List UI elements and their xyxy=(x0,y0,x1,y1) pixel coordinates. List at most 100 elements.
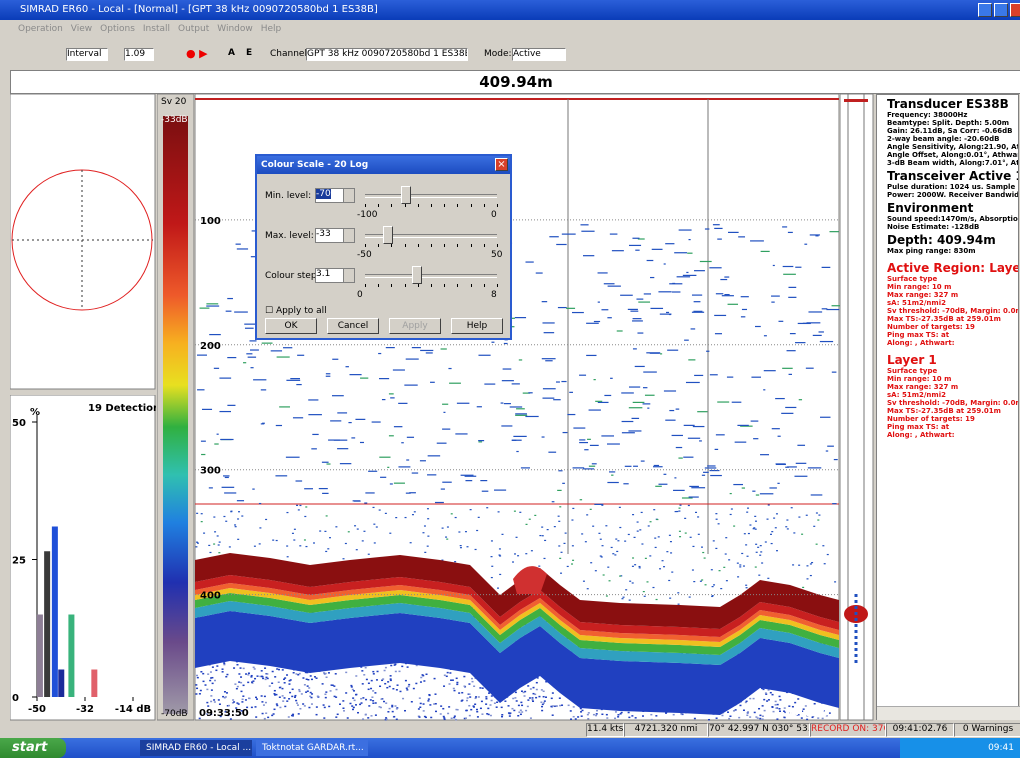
echo-target xyxy=(689,596,691,597)
seabed-noise xyxy=(202,673,204,675)
echo-target xyxy=(785,526,787,527)
close[interactable] xyxy=(1010,3,1020,17)
echo-target xyxy=(607,567,609,568)
echo-target xyxy=(572,312,584,313)
echo-target xyxy=(218,552,220,553)
field-input[interactable]: -70 xyxy=(315,188,345,203)
dialog-title: Colour Scale - 20 Log xyxy=(261,160,368,170)
echo-target xyxy=(718,523,720,524)
dialog-close[interactable]: × xyxy=(495,158,508,171)
echo-target xyxy=(587,439,591,440)
maximize[interactable] xyxy=(994,3,1008,17)
echo-target xyxy=(237,518,239,519)
echo-target xyxy=(365,492,374,493)
echo-target xyxy=(648,525,650,526)
echo-target xyxy=(768,504,770,505)
echo-target xyxy=(206,305,219,306)
task-button[interactable]: SIMRAD ER60 - Local ... xyxy=(140,740,252,756)
dialog-button[interactable]: OK xyxy=(265,318,317,334)
echo-target xyxy=(277,356,290,357)
echo-target xyxy=(607,482,618,483)
menu-item[interactable]: Help xyxy=(261,24,282,34)
start-button[interactable]: start xyxy=(0,738,66,758)
field-input[interactable]: -33 xyxy=(315,228,345,243)
seabed-noise xyxy=(253,667,255,669)
echo-target xyxy=(390,483,393,484)
record-button[interactable]: ● ▶ xyxy=(186,47,208,60)
echo-target xyxy=(772,428,780,429)
seabed-noise xyxy=(337,714,339,716)
dialog-button[interactable]: Help xyxy=(451,318,503,334)
echo-target xyxy=(583,581,585,582)
echo-target xyxy=(325,551,327,552)
echo-target xyxy=(563,543,565,544)
button-a[interactable]: A xyxy=(228,48,235,58)
echo-target xyxy=(559,558,561,559)
seabed-noise xyxy=(264,718,266,720)
slider-thumb[interactable] xyxy=(401,186,411,204)
echo-target xyxy=(715,548,717,549)
echo-target xyxy=(491,540,493,541)
interval-select[interactable]: Interval xyxy=(66,48,108,61)
slider-thumb[interactable] xyxy=(383,226,393,244)
echo-target xyxy=(542,358,556,359)
echo-target xyxy=(770,534,772,535)
histogram-bar xyxy=(58,670,64,698)
menu-item[interactable]: Output xyxy=(178,24,209,34)
apply-all[interactable]: ☐ Apply to all xyxy=(265,306,327,316)
echo-target xyxy=(773,265,775,266)
minimize[interactable] xyxy=(978,3,992,17)
info-line: 2-way beam angle: -20.60dB xyxy=(887,135,1018,143)
interval-value[interactable]: 1.09 xyxy=(124,48,154,61)
seabed-noise xyxy=(296,702,298,704)
dialog-button[interactable]: Cancel xyxy=(327,318,379,334)
echo-target xyxy=(679,508,681,509)
seabed-noise xyxy=(514,697,516,699)
seabed-noise xyxy=(446,676,448,678)
seabed-noise xyxy=(753,698,755,700)
seabed-noise xyxy=(251,681,253,683)
echo-target xyxy=(691,487,705,488)
echo-target xyxy=(209,552,211,553)
seabed-noise xyxy=(749,716,751,718)
echo-target xyxy=(755,529,757,530)
echo-target xyxy=(428,455,441,456)
echo-target xyxy=(705,228,709,229)
echo-target xyxy=(741,553,743,554)
echo-target xyxy=(741,316,745,317)
echo-target xyxy=(755,521,757,522)
menu-item[interactable]: Operation xyxy=(18,24,63,34)
dialog-button[interactable]: Apply xyxy=(389,318,441,334)
echo-target xyxy=(435,502,444,503)
slider-thumb[interactable] xyxy=(412,266,422,284)
colour-bar: Sv 20 -33dB -70dB xyxy=(157,94,195,721)
seabed-noise xyxy=(418,708,420,710)
button-e[interactable]: E xyxy=(246,48,252,58)
seabed-noise xyxy=(511,708,513,710)
scrollbar[interactable] xyxy=(877,706,1020,720)
menu-item[interactable]: Install xyxy=(143,24,170,34)
echo-target xyxy=(376,526,378,527)
echo-target xyxy=(719,570,721,571)
seabed-noise xyxy=(289,692,291,694)
echo-target xyxy=(641,543,643,544)
echo-target xyxy=(701,579,703,580)
echo-target xyxy=(407,437,414,438)
seabed-noise xyxy=(450,679,452,681)
menu-item[interactable]: Window xyxy=(217,24,253,34)
seabed-noise xyxy=(368,689,370,691)
echo-target xyxy=(197,389,204,390)
echo-target xyxy=(605,525,607,526)
clock: 09:41 xyxy=(988,743,1014,753)
field-input[interactable]: 3.1 xyxy=(315,268,345,283)
seabed-noise xyxy=(524,695,526,697)
seabed-noise xyxy=(394,705,396,707)
channel-select[interactable]: GPT 38 kHz 0090720580bd 1 ES38B xyxy=(306,48,468,61)
task-button[interactable]: Toktnotat GARDAR.rt... xyxy=(256,740,368,756)
seabed-noise xyxy=(551,698,553,700)
seabed-noise xyxy=(655,715,657,717)
menu-item[interactable]: Options xyxy=(100,24,135,34)
mode-select[interactable]: Active xyxy=(512,48,566,61)
menu-item[interactable]: View xyxy=(71,24,92,34)
echo-target xyxy=(498,511,500,512)
